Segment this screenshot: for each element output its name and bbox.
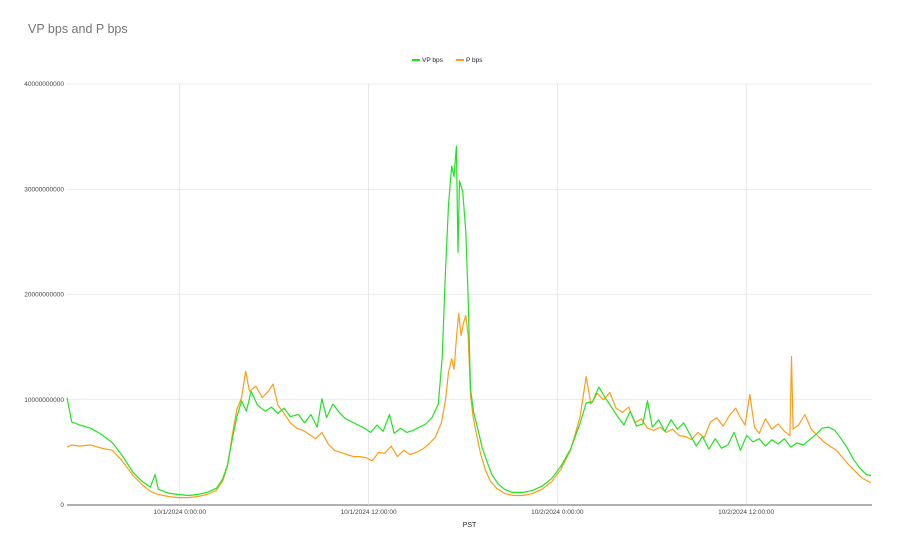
series-line-vp-bps xyxy=(66,145,872,497)
x-axis-title: PST xyxy=(463,522,477,529)
legend-label-p-bps: P bps xyxy=(466,57,483,64)
y-tick-label: 30000000000 xyxy=(24,186,64,193)
x-tick-label: 10/1/2024 0:00:00 xyxy=(154,509,207,516)
y-axis-tick-labels: 0 10000000000 20000000000 30000000000 400000… xyxy=(24,81,64,509)
y-tick-label: 40000000000 xyxy=(24,81,64,88)
y-tick-label: 20000000000 xyxy=(24,292,64,299)
y-tick-label: 10000000000 xyxy=(24,397,64,404)
x-axis-tick-labels: 10/1/2024 0:00:00 10/1/2024 12:00:00 10/2/… xyxy=(154,509,775,516)
chart-title: VP bps and P bps xyxy=(28,22,128,36)
x-tick-label: 10/1/2024 12:00:00 xyxy=(341,509,397,516)
series-lines xyxy=(66,145,872,499)
gridlines xyxy=(67,83,872,506)
legend-label-vp-bps: VP bps xyxy=(422,57,444,64)
x-tick-label: 10/2/2024 12:00:00 xyxy=(718,509,774,516)
legend: VP bps P bps xyxy=(412,57,483,64)
x-tick-label: 10/2/2024 0:00:00 xyxy=(531,509,584,516)
y-tick-label: 0 xyxy=(60,502,64,509)
